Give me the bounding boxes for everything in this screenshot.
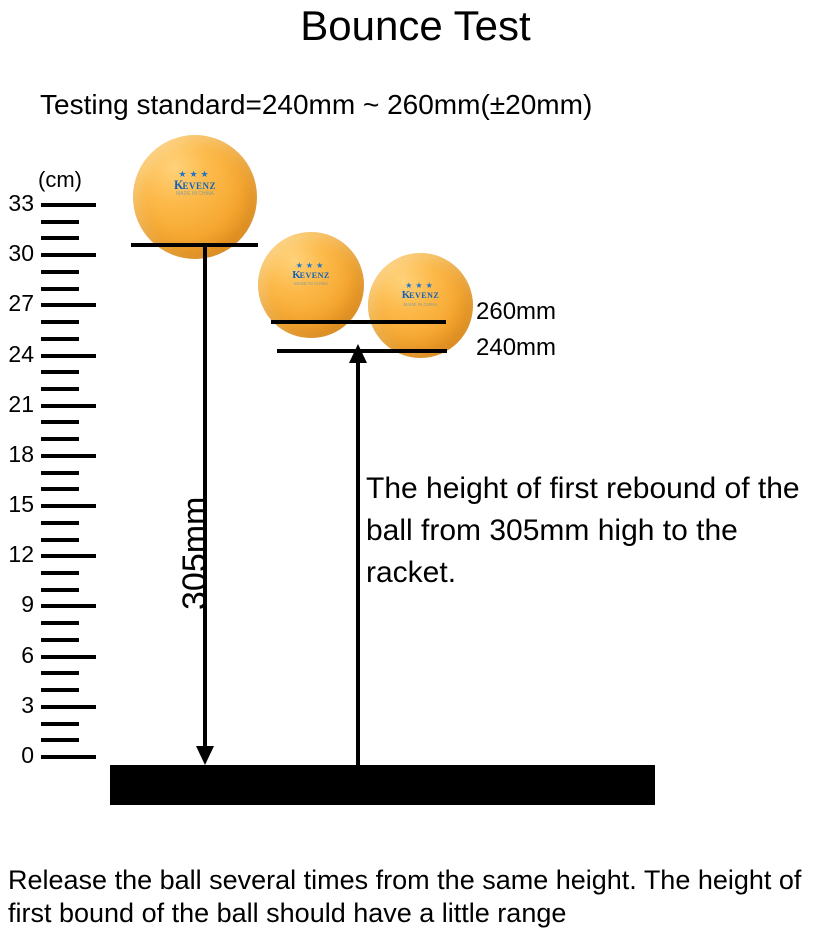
rebound-measure-line xyxy=(356,353,360,765)
ruler-tick-minor xyxy=(41,537,79,542)
ruler-tick-minor xyxy=(41,320,79,325)
ruler-tick-major xyxy=(41,704,96,709)
drop-arrow-head-icon xyxy=(196,746,214,765)
ball-brand-subtext: MADE IN CHINA xyxy=(403,301,438,307)
ruler-tick-label: 24 xyxy=(8,340,34,367)
ruler-tick-major xyxy=(41,303,96,308)
ruler-tick-label: 27 xyxy=(8,290,34,317)
ruler-tick-major xyxy=(41,403,96,408)
ball-stars-icon: ★★★ xyxy=(405,281,436,291)
ruler-tick-minor xyxy=(41,236,79,241)
ruler-tick-major xyxy=(41,353,96,358)
ball-rebound-low-logo: ★★★ KEVENZ MADE IN CHINA xyxy=(368,282,473,307)
ruler-tick-minor xyxy=(41,637,79,642)
ruler-tick-minor xyxy=(41,621,79,626)
ruler-tick-major xyxy=(41,203,96,207)
ruler-tick-major xyxy=(41,504,96,509)
ruler-tick-label: 33 xyxy=(8,190,34,216)
racket-surface-bar xyxy=(110,765,655,805)
ruler-tick-label: 9 xyxy=(21,591,34,618)
drop-height-reference-line xyxy=(131,243,258,247)
lower-bound-label: 240mm xyxy=(476,334,557,361)
ruler-tick-minor xyxy=(41,370,79,375)
ball-stars-icon: ★★★ xyxy=(295,260,327,270)
ruler-tick-minor xyxy=(41,387,79,391)
drop-height-label: 305mm xyxy=(176,496,214,610)
rebound-description: The height of first rebound of the ball … xyxy=(366,472,800,589)
ruler-tick-minor xyxy=(41,688,79,693)
ruler-tick-minor xyxy=(41,571,79,575)
ball-rebound-high-logo: ★★★ KEVENZ MADE IN CHINA xyxy=(258,260,364,287)
ruler-tick-major xyxy=(41,604,96,609)
ruler-tick-label: 15 xyxy=(8,491,34,518)
ruler-tick-label: 0 xyxy=(21,742,34,768)
ruler-tick-label: 18 xyxy=(8,440,34,467)
ball-brand-subtext: MADE IN CHINA xyxy=(293,281,328,286)
testing-standard-note: Testing standard=240mm ~ 260mm(±20mm) xyxy=(40,89,593,120)
ruler-tick-major xyxy=(41,253,96,258)
ruler-tick-major xyxy=(41,755,96,759)
ruler-tick-label: 12 xyxy=(8,541,34,568)
ruler-tick-minor xyxy=(41,269,79,274)
ruler-tick-major xyxy=(41,554,96,559)
ruler-tick-minor xyxy=(41,437,79,442)
page-title: Bounce Test xyxy=(300,2,531,49)
upper-bound-label: 260mm xyxy=(476,298,557,325)
upper-bound-line xyxy=(271,320,446,324)
ruler-tick-label: 6 xyxy=(21,641,34,668)
ball-brandname: KEVENZ xyxy=(292,268,330,281)
ruler-tick-minor xyxy=(41,420,79,425)
ruler-tick-minor xyxy=(41,470,79,475)
ruler-tick-minor xyxy=(41,286,79,291)
drop-height-measure-line xyxy=(203,245,207,755)
ruler-tick-label: 21 xyxy=(8,390,34,417)
ruler-tick-minor xyxy=(41,336,79,341)
ruler-tick-minor xyxy=(41,671,79,676)
ruler-tick-label: 30 xyxy=(8,240,34,267)
ball-brandname: KEVENZ xyxy=(174,177,216,192)
ball-drop-logo: ★★★ KEVENZ MADE IN CHINA xyxy=(133,168,257,198)
ruler-tick-minor xyxy=(41,587,79,592)
ruler-tick-minor xyxy=(41,487,79,492)
ruler-tick-minor xyxy=(41,520,79,525)
footer-note: Release the ball several times from the … xyxy=(8,865,802,928)
ruler-tick-major xyxy=(41,654,96,659)
ruler-tick-minor xyxy=(41,721,79,726)
rebound-arrow-head-icon xyxy=(349,344,367,363)
ball-brandname: KEVENZ xyxy=(401,289,440,302)
ruler-tick-major xyxy=(41,453,96,458)
ruler-tick-minor xyxy=(41,738,79,743)
ball-stars-icon: ★★★ xyxy=(178,168,212,179)
ruler-unit-label: (cm) xyxy=(38,167,82,192)
ruler-scale: (cm) 33 30 27 24 21 18 15 12 9 6 3 0 xyxy=(0,0,140,932)
ball-rebound-low: ★★★ KEVENZ MADE IN CHINA xyxy=(368,253,473,358)
ruler-tick-minor xyxy=(41,219,79,224)
ball-drop: ★★★ KEVENZ MADE IN CHINA xyxy=(133,135,257,259)
ball-brand-subtext: MADE IN CHINA xyxy=(176,191,214,198)
ruler-tick-label: 3 xyxy=(21,691,34,718)
